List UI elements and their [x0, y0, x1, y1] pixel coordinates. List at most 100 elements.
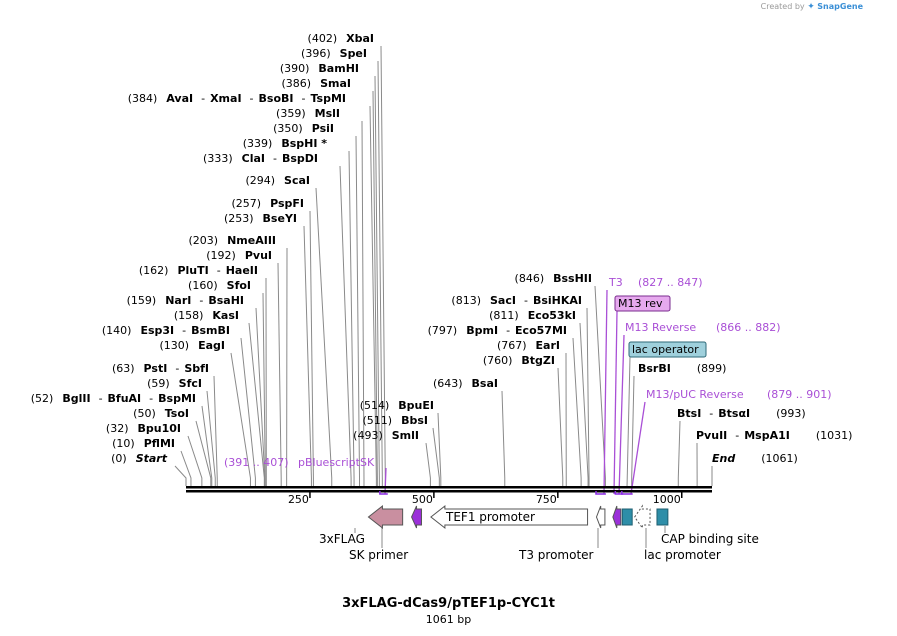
- leader-line-bsrbi: [631, 375, 635, 486]
- site-label-xbai: (402) XbaI: [308, 32, 374, 45]
- site-position: (140): [102, 324, 132, 337]
- enzyme-name: BamHI: [318, 62, 359, 75]
- site-position: (514): [360, 399, 390, 412]
- site-separator: -: [506, 324, 510, 337]
- site-position: (130): [160, 339, 190, 352]
- enzyme-name: BspMI: [158, 392, 196, 405]
- feature-cap-binding-site: [656, 508, 669, 526]
- feature-tef1-promoter: [430, 504, 589, 530]
- site-position: (396): [301, 47, 331, 60]
- plasmid-name: 3xFLAG-dCas9/pTEF1p-CYC1t: [342, 596, 555, 611]
- site-separator: -: [149, 392, 153, 405]
- enzyme-name: XmaI: [210, 92, 241, 105]
- site-separator: -: [175, 362, 179, 375]
- bp-ticks: 250 500 750 1000: [288, 492, 683, 506]
- site-separator: -: [182, 324, 186, 337]
- feature-lac-promoter: [634, 504, 651, 530]
- enzyme-name: KasI: [212, 309, 239, 322]
- site-position: (52): [31, 392, 54, 405]
- enzyme-name: EagI: [198, 339, 225, 352]
- primer-box-m13-rev: [614, 295, 671, 312]
- leader-line-bpmi: [572, 337, 582, 486]
- leader-line-start: [174, 465, 187, 486]
- site-label-smai: (386) SmaI: [282, 77, 352, 90]
- site-separator: -: [735, 429, 739, 442]
- site-label-avai: (384) AvaI - XmaI - BsoBI - TspMI: [128, 92, 346, 105]
- primer-bracket-pbluescriptsk: [379, 491, 388, 495]
- leader-line-eagi: [230, 352, 251, 486]
- site-separator: -: [250, 92, 254, 105]
- enzyme-name: NmeAIII: [227, 234, 276, 247]
- primer-line-m13-rev: [613, 310, 618, 495]
- leader-line-smai: [372, 90, 378, 486]
- site-position: (50): [133, 407, 156, 420]
- site-position: (203): [188, 234, 218, 247]
- enzyme-name: BspHI *: [281, 137, 327, 150]
- site-separator: -: [217, 264, 221, 277]
- site-position: (333): [203, 152, 233, 165]
- site-label-bamhi: (390) BamHI: [280, 62, 359, 75]
- primer-range-m13-reverse: (866 .. 882): [716, 321, 781, 334]
- site-label-eari: (767) EarI: [497, 339, 560, 352]
- enzyme-name: MspA1I: [744, 429, 790, 442]
- site-separator: -: [273, 152, 277, 165]
- enzyme-name: PvuII: [696, 429, 727, 442]
- leader-line-lac-operator: [626, 356, 631, 489]
- snapgene-logo-icon: ✦: [807, 2, 815, 12]
- tick-label: 750: [536, 493, 557, 506]
- site-label-bsrbi: BsrBI (899): [638, 362, 726, 375]
- leader-line-pvui: [277, 262, 282, 486]
- enzyme-name: BtgZI: [521, 354, 555, 367]
- leader-line-psti: [213, 375, 218, 486]
- primer-range-m13-puc-reverse: (879 .. 901): [767, 388, 832, 401]
- site-label-bsai: (643) BsaI: [433, 377, 498, 390]
- enzyme-name: SbfI: [184, 362, 209, 375]
- leader-line-bsphi: [348, 150, 355, 486]
- site-label-smli: (493) SmlI: [353, 429, 419, 442]
- primer-name-t3: T3: [608, 276, 623, 289]
- leader-line-bpu10i: [187, 435, 203, 486]
- site-position: (159): [127, 294, 157, 307]
- site-label-psti: (63) PstI - SbfI: [112, 362, 209, 375]
- site-label-bseyi: (253) BseYI: [224, 212, 297, 225]
- snapgene-credit: Created by ✦ SnapGene: [761, 2, 863, 12]
- primer-name-m13-reverse: M13 Reverse: [625, 321, 696, 334]
- enzyme-name: BpmI: [466, 324, 498, 337]
- primer-line-m13-reverse: [618, 334, 625, 495]
- site-labels: (402) XbaI(396) SpeI(390) BamHI(386) SmaI(38…: [31, 32, 853, 469]
- leader-line-bseyi: [303, 225, 312, 486]
- primer-name-pbluescriptsk: pBluescriptSK: [298, 456, 375, 469]
- feature-lac-operator: [621, 508, 633, 526]
- leader-line-btsi: [677, 420, 681, 486]
- enzyme-name: BfuAI: [108, 392, 142, 405]
- enzyme-name: PspFI: [270, 197, 304, 210]
- site-position: (1031): [816, 429, 853, 442]
- leader-line-btgzi: [557, 367, 564, 486]
- site-separator: -: [709, 407, 713, 420]
- backbone-top-strand: [186, 486, 712, 489]
- feature-label-t3-promoter: T3 promoter: [518, 548, 594, 562]
- site-label-eco53ki: (811) Eco53kI: [489, 309, 576, 322]
- enzyme-name: TsoI: [165, 407, 189, 420]
- enzyme-name: SfcI: [179, 377, 202, 390]
- leader-line-tsoi: [195, 420, 212, 486]
- site-position: (813): [451, 294, 481, 307]
- site-leader-lines: [174, 45, 713, 548]
- site-position: (402): [308, 32, 338, 45]
- site-separator: -: [524, 294, 528, 307]
- leader-line-bglii: [201, 405, 213, 486]
- site-label-clai: (333) ClaI - BspDI: [203, 152, 318, 165]
- feature-label-3xflag: 3xFLAG: [319, 532, 365, 546]
- site-label-pspfi: (257) PspFI: [232, 197, 305, 210]
- site-label-bpu10i: (32) Bpu10I: [106, 422, 181, 435]
- leader-line-psii: [355, 135, 361, 486]
- enzyme-name: Bpu10I: [138, 422, 182, 435]
- enzyme-name: SacI: [490, 294, 516, 307]
- site-position: (760): [483, 354, 513, 367]
- primer-range-pbluescriptsk: (391 .. 407): [224, 456, 289, 469]
- site-label-pluti: (162) PluTI - HaeII: [139, 264, 258, 277]
- site-position: (350): [273, 122, 303, 135]
- leader-line-msli: [361, 120, 365, 486]
- site-position: (160): [188, 279, 218, 292]
- feature-m13-rev-primer: [612, 505, 622, 529]
